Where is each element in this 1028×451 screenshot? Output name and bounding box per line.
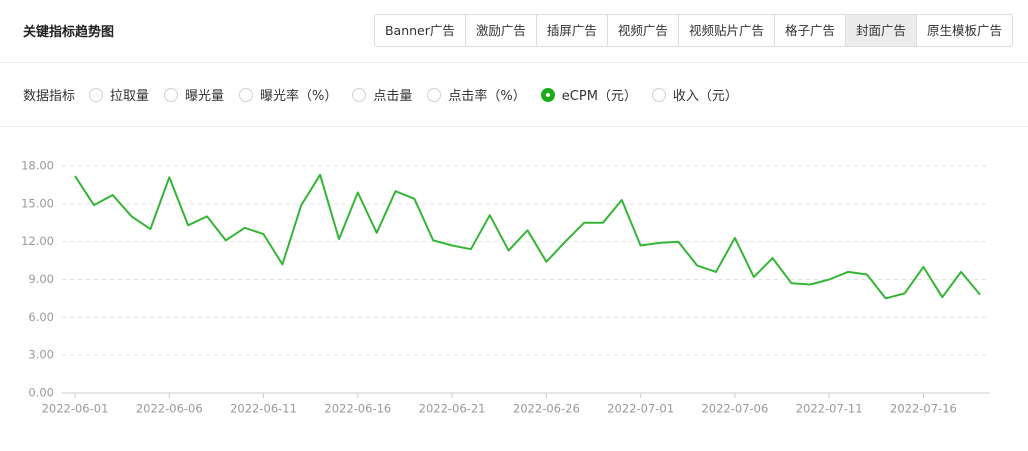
tab[interactable]: Banner广告 xyxy=(384,23,455,38)
radio-option[interactable]: eCPM（元） xyxy=(540,85,637,104)
x-tick-label: 2022-06-06 xyxy=(136,402,203,416)
radio-dot xyxy=(651,87,666,102)
y-tick-label: 12.00 xyxy=(21,234,54,248)
radio-option[interactable]: 收入（元） xyxy=(651,85,738,104)
radio-dot xyxy=(427,87,442,102)
tab[interactable]: 格子广告 xyxy=(773,15,845,46)
y-tick-label: 6.00 xyxy=(28,310,54,324)
y-tick-label: 0.00 xyxy=(28,386,54,400)
radio-dot xyxy=(239,87,254,102)
ad-type-tabs: Banner广告 激励广告 插屏广告 视频广告 视频贴片广告 格子广告 封面广告 原生模板广告 xyxy=(373,14,1013,47)
radio-label: eCPM（元） xyxy=(561,89,637,104)
radio-option[interactable]: 曝光率（%） xyxy=(239,85,337,104)
x-tick-label: 2022-06-11 xyxy=(230,402,297,416)
x-tick-label: 2022-06-01 xyxy=(42,402,109,416)
y-tick-label: 3.00 xyxy=(28,348,54,362)
radio-label: 点击率（%） xyxy=(448,89,526,104)
x-tick-label: 2022-06-21 xyxy=(419,402,486,416)
y-tick-label: 15.00 xyxy=(21,196,54,210)
radio-label: 曝光量 xyxy=(185,89,225,104)
tab[interactable]: 原生模板广告 xyxy=(915,15,1012,46)
x-tick-label: 2022-07-01 xyxy=(607,402,674,416)
radio-option[interactable]: 拉取量 xyxy=(89,85,149,104)
radio-label: 曝光率（%） xyxy=(260,89,338,104)
radio-option[interactable]: 曝光量 xyxy=(164,85,224,104)
header: 关键指标趋势图 Banner广告 激励广告 插屏广告 视频广告 视频贴片广告 格子广告 封面… xyxy=(0,0,1028,63)
ecpm-line xyxy=(74,173,981,300)
x-tick-label: 2022-06-16 xyxy=(324,402,391,416)
radio-label: 收入（元） xyxy=(672,89,738,104)
y-tick-label: 9.00 xyxy=(28,272,54,286)
radio-dot xyxy=(540,87,555,102)
tab[interactable]: 插屏广告 xyxy=(535,15,607,46)
radio-dot xyxy=(89,87,104,102)
radio-dot xyxy=(352,87,367,102)
radio-dot xyxy=(164,87,179,102)
metric-selector: 数据指标 拉取量 曝光量 曝光率（%） 点击量 点击率（%） eCPM（元） 收入（元） xyxy=(0,63,1028,127)
x-tick-label: 2022-07-11 xyxy=(796,402,863,416)
tab[interactable]: 视频广告 xyxy=(606,15,678,46)
tab[interactable]: 封面广告 xyxy=(844,15,916,46)
radio-label: 点击量 xyxy=(373,89,413,104)
metric-label: 数据指标 xyxy=(23,89,76,104)
radio-option[interactable]: 点击量 xyxy=(352,85,412,104)
x-tick-label: 2022-07-06 xyxy=(701,402,768,416)
y-tick-label: 18.00 xyxy=(21,159,54,173)
tab[interactable]: 视频贴片广告 xyxy=(677,15,774,46)
x-tick-label: 2022-07-16 xyxy=(890,402,957,416)
radio-label: 拉取量 xyxy=(110,89,150,104)
chart: 0.00 3.00 6.00 9.00 12.00 15.00 18.00 2022-06-0… xyxy=(21,159,990,416)
radio-option[interactable]: 点击率（%） xyxy=(427,85,526,104)
section-title: 关键指标趋势图 xyxy=(23,25,115,40)
x-tick-label: 2022-06-26 xyxy=(513,402,580,416)
tab[interactable]: 激励广告 xyxy=(464,15,536,46)
